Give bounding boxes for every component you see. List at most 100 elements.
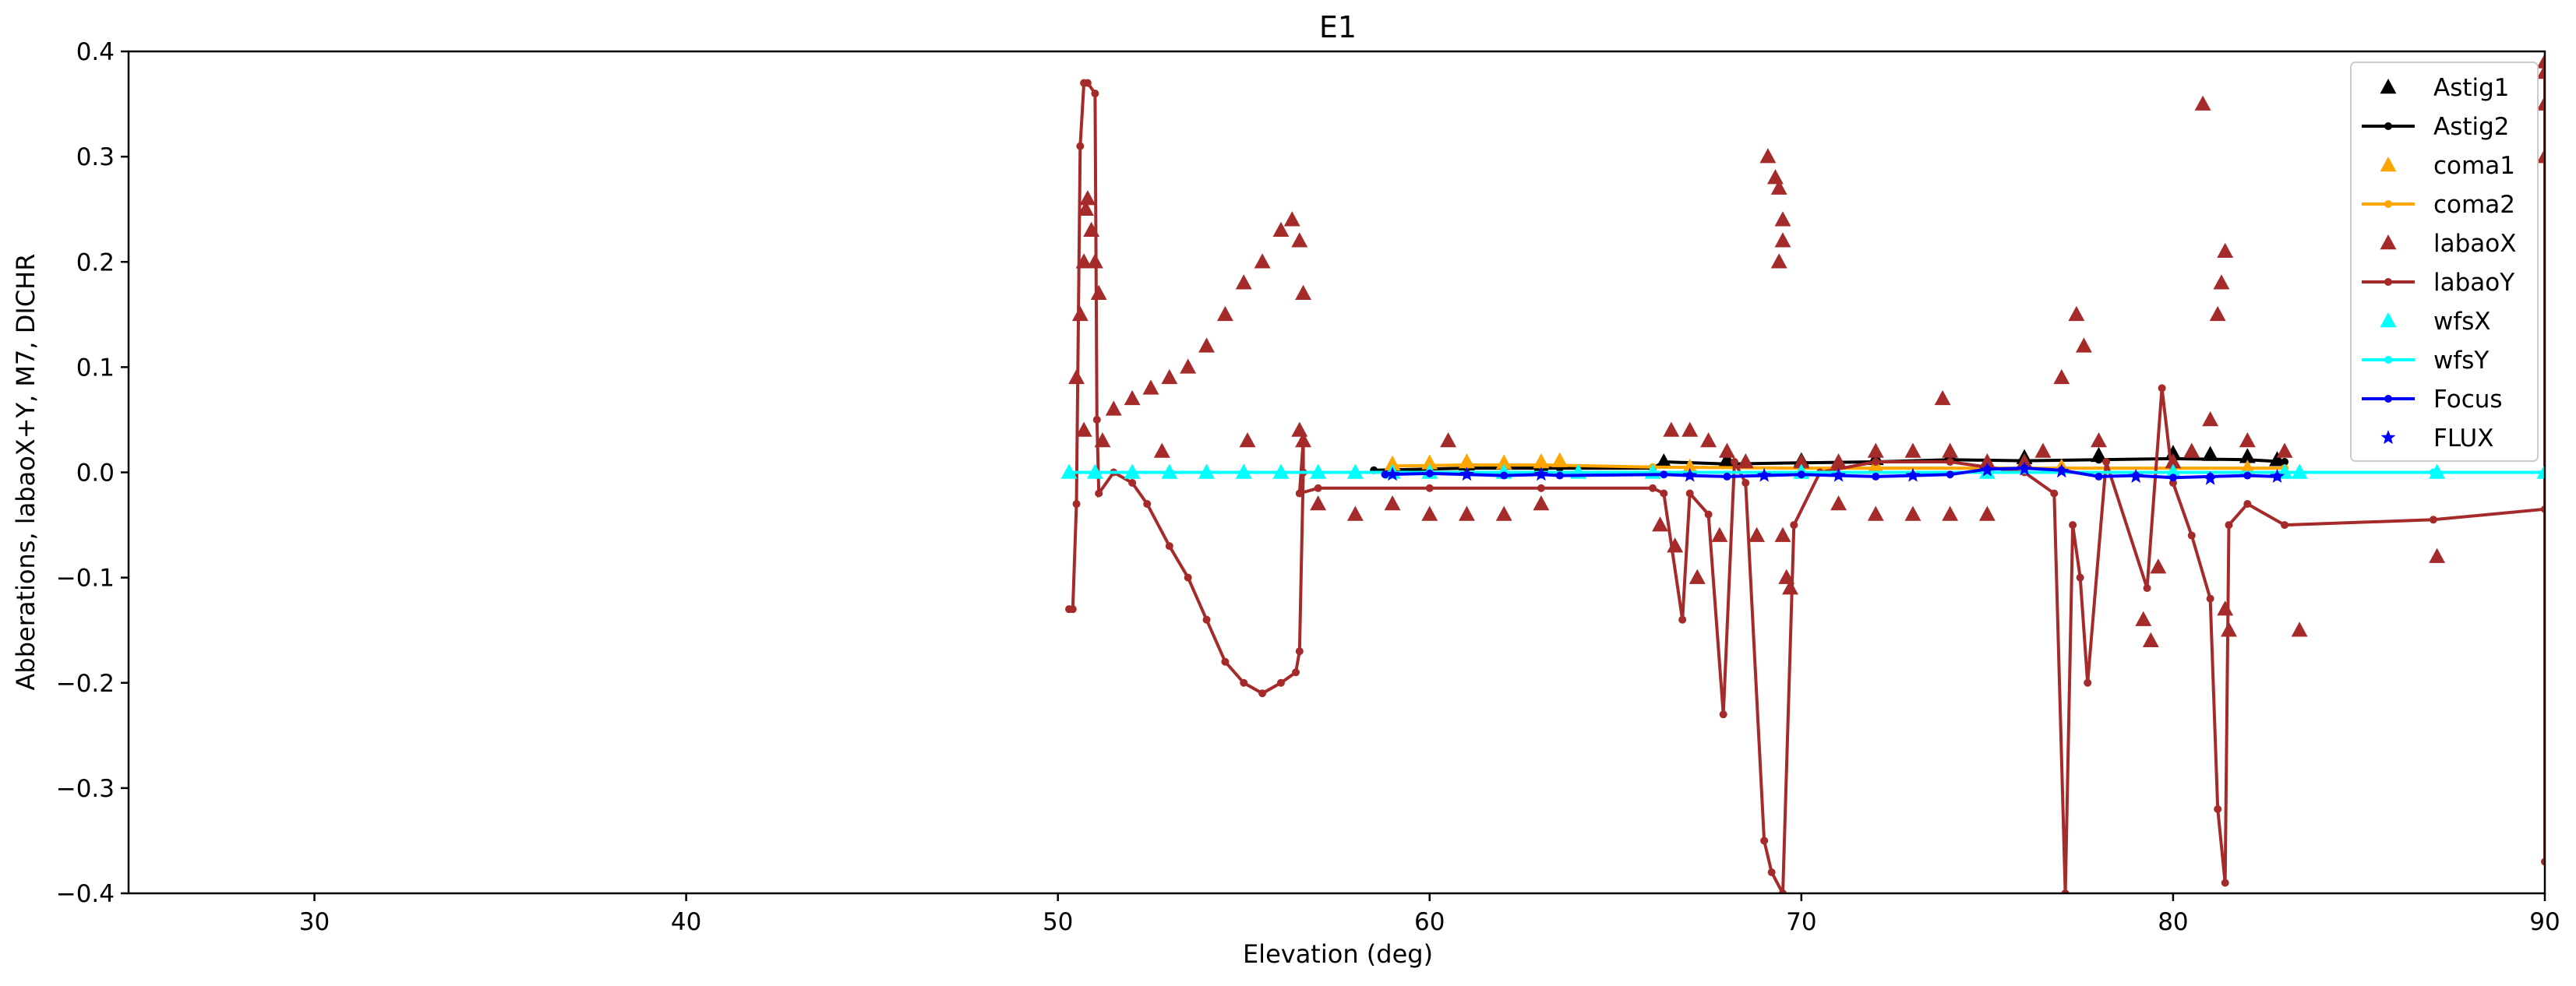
data-point-labaoy xyxy=(2050,489,2059,498)
data-point-labaox xyxy=(1770,179,1787,195)
data-point-labaox xyxy=(1283,211,1300,227)
data-point-labaoy xyxy=(1425,484,1434,492)
data-point-astig2 xyxy=(1723,460,1731,468)
data-point-labaoy xyxy=(1790,521,1798,530)
data-point-labaox xyxy=(1681,421,1699,437)
series-line-focus xyxy=(1385,467,2278,480)
data-point-labaox xyxy=(1124,389,1141,406)
data-point-labaox xyxy=(1216,305,1233,322)
y-axis-label: Abberations, labaoX+Y, M7, DICHR xyxy=(11,254,41,691)
legend-item-coma1: coma1 xyxy=(2380,152,2515,180)
data-point-labaox xyxy=(2053,368,2070,385)
data-point-labaoy xyxy=(2225,521,2233,530)
data-point-labaox xyxy=(2142,632,2159,647)
data-point-labaox xyxy=(1934,389,1951,406)
data-point-flux xyxy=(2054,463,2070,478)
data-point-labaox xyxy=(1737,453,1754,469)
data-point-labaox xyxy=(1774,232,1791,248)
data-point-coma2 xyxy=(1537,461,1545,470)
data-point-labaox xyxy=(1071,305,1089,322)
legend-item-astig1: Astig1 xyxy=(2380,74,2510,102)
data-point-labaoy xyxy=(1685,489,1694,498)
legend-label-labaoy: labaoY xyxy=(2433,269,2514,297)
data-point-labaoy xyxy=(2158,384,2166,393)
y-tick-label: 0.4 xyxy=(76,38,115,66)
data-point-labaox xyxy=(1867,442,1884,458)
data-point-labaox xyxy=(2091,431,2107,448)
data-point-focus xyxy=(1555,471,1564,480)
data-point-labaox xyxy=(1142,379,1159,395)
data-point-wfsy xyxy=(1128,468,1137,477)
data-point-focus xyxy=(1660,470,1668,479)
data-point-labaox xyxy=(2150,558,2167,574)
legend-marker-labaoy xyxy=(2384,278,2392,286)
legend-label-focus: Focus xyxy=(2433,386,2503,414)
data-point-labaoy xyxy=(2069,521,2077,530)
y-tick-label: 0.2 xyxy=(76,248,115,276)
legend-marker-coma2 xyxy=(2384,200,2392,208)
data-point-labaoy xyxy=(1730,457,1738,466)
data-point-flux xyxy=(1459,467,1474,481)
data-point-labaox xyxy=(1310,495,1327,511)
data-point-labaox xyxy=(2016,453,2033,469)
y-tick-label: −0.2 xyxy=(56,670,115,698)
data-point-labaox xyxy=(1759,148,1777,164)
x-tick-label: 90 xyxy=(2529,908,2560,936)
data-point-labaoy xyxy=(1240,678,1248,687)
data-point-labaox xyxy=(1774,526,1791,542)
data-point-labaox xyxy=(1830,495,1847,511)
x-tick-label: 60 xyxy=(1414,908,1445,936)
legend-label-flux: FLUX xyxy=(2433,424,2494,453)
data-point-labaoy xyxy=(1704,510,1713,519)
data-point-labaox xyxy=(1459,505,1475,521)
series-flux xyxy=(1385,461,2285,485)
data-point-labaox xyxy=(1272,221,1290,237)
data-point-labaoy xyxy=(1184,573,1192,582)
data-point-focus xyxy=(1500,471,1509,480)
data-point-labaox xyxy=(1078,200,1094,216)
data-point-labaox xyxy=(2536,148,2545,164)
data-point-labaox xyxy=(1161,368,1178,385)
data-point-labaox xyxy=(1384,495,1401,511)
data-point-labaox xyxy=(2194,95,2211,111)
legend-marker-flux xyxy=(2380,430,2396,445)
data-point-labaox xyxy=(1291,232,1308,248)
legend-item-labaox: labaoX xyxy=(2380,230,2517,258)
data-point-labaoy xyxy=(1292,668,1300,677)
data-point-wfsy xyxy=(1065,468,1074,477)
data-point-flux xyxy=(1385,467,1400,481)
data-point-labaox xyxy=(1198,337,1215,353)
data-point-labaox xyxy=(1079,190,1096,206)
data-point-labaoy xyxy=(1095,489,1103,498)
data-point-labaoy xyxy=(2214,805,2222,813)
data-point-focus xyxy=(1872,472,1880,481)
legend-item-flux: FLUX xyxy=(2380,424,2494,453)
data-point-labaox xyxy=(1652,516,1669,532)
data-point-labaoy xyxy=(2143,584,2151,593)
data-point-astig2 xyxy=(2281,457,2289,466)
data-point-focus xyxy=(1381,470,1389,479)
data-point-labaox xyxy=(1718,442,1735,458)
data-point-labaox xyxy=(1295,284,1312,301)
data-point-labaox xyxy=(2034,442,2052,458)
x-tick-label: 80 xyxy=(2158,908,2188,936)
data-point-flux xyxy=(2128,468,2144,483)
data-point-labaox xyxy=(2135,611,2152,626)
data-point-flux xyxy=(2017,461,2032,476)
chart-title: E1 xyxy=(1319,10,1357,44)
data-point-labaoy xyxy=(1092,415,1101,424)
data-point-labaoy xyxy=(1741,479,1750,488)
legend-label-coma1: coma1 xyxy=(2433,152,2515,180)
data-point-focus xyxy=(1425,469,1434,477)
axes-layer: 30 40 50 60 70 80 90 −0.4 −0.3 −0.2 −0.1 0.0 0.1 0.2 0… xyxy=(56,38,2560,936)
data-point-labaox xyxy=(1749,526,1766,542)
data-point-labaox xyxy=(1153,442,1170,458)
x-tick-label: 70 xyxy=(1786,908,1816,936)
data-point-labaoy xyxy=(1946,457,1954,466)
data-point-flux xyxy=(2203,470,2218,485)
data-point-astig2 xyxy=(1660,457,1668,466)
y-tick-label: −0.1 xyxy=(56,565,115,593)
data-point-labaoy xyxy=(1767,868,1776,876)
